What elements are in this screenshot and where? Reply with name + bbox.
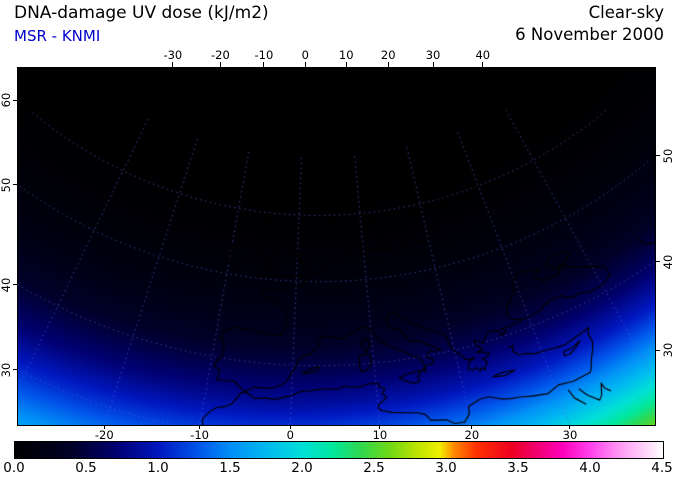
colorbar-frame <box>14 441 664 459</box>
axis-tick-label-top: 30 <box>425 48 441 62</box>
colorbar-tick-label: 0.0 <box>3 460 25 476</box>
header-right: Clear-sky 6 November 2000 <box>515 2 664 46</box>
axis-tick-label-top: 0 <box>301 48 309 62</box>
colorbar-tick-label: 1.5 <box>219 460 241 476</box>
axis-tick-bottom <box>471 425 473 429</box>
axis-tick-label-top: -20 <box>211 48 230 62</box>
axis-tick-bottom <box>199 425 201 429</box>
colorbar-tick-label: 2.0 <box>291 460 313 476</box>
axis-tick-label-right: 50 <box>661 148 675 164</box>
axis-tick-label-right: 30 <box>661 342 675 358</box>
axis-tick-top <box>304 62 306 67</box>
axis-tick-label-left: 30 <box>0 362 13 378</box>
axis-tick-right <box>656 349 660 351</box>
axis-tick-label-left: 50 <box>0 177 13 193</box>
header-left: DNA-damage UV dose (kJ/m2) MSR - KNMI <box>14 2 269 46</box>
axis-tick-bottom <box>569 425 571 429</box>
axis-tick-top <box>482 62 484 67</box>
axis-tick-label-top: -30 <box>163 48 183 62</box>
source-label: MSR - KNMI <box>14 27 101 45</box>
axis-tick-right <box>656 261 660 263</box>
colorbar-tick-label: 1.0 <box>147 460 169 476</box>
axis-tick-bottom <box>379 425 381 429</box>
colorbar-tick-label: 2.5 <box>363 460 385 476</box>
axis-tick-left <box>13 99 17 101</box>
colorbar-tick-label: 4.0 <box>579 460 601 476</box>
map-frame: -30 -20 -10 0 10 20 30 40 -20 -10 0 10 20 30 60 50 40 30 5… <box>0 48 675 442</box>
colorbar-tick-label: 4.5 <box>651 460 673 476</box>
axis-tick-bottom <box>103 425 105 429</box>
axis-tick-label-bottom: -20 <box>94 428 114 442</box>
axis-tick-bottom <box>289 425 291 429</box>
page-title: DNA-damage UV dose (kJ/m2) <box>14 3 269 23</box>
axis-tick-right <box>656 155 660 157</box>
axis-tick-label-top: 10 <box>338 48 354 62</box>
colorbar-tick-label: 3.5 <box>507 460 529 476</box>
axis-tick-label-top: -10 <box>254 48 274 62</box>
axis-tick-label-left: 40 <box>0 277 13 293</box>
axis-tick-label-bottom: 0 <box>286 428 294 442</box>
colorbar-labels: 0.0 0.5 1.0 1.5 2.0 2.5 3.0 3.5 4.0 4.5 <box>3 460 672 476</box>
condition-label: Clear-sky <box>588 3 664 22</box>
axis-tick-left <box>13 369 17 371</box>
colorbar-tick-label: 3.0 <box>435 460 457 476</box>
map-canvas <box>18 68 655 425</box>
axis-tick-top <box>345 62 347 67</box>
axis-tick-left <box>13 284 17 286</box>
axis-tick-top <box>387 62 389 67</box>
axis-tick-label-bottom: 20 <box>464 428 480 442</box>
axis-tick-label-right: 40 <box>661 254 675 269</box>
colorbar-tick-label: 0.5 <box>75 460 97 476</box>
axis-tick-label-bottom: 10 <box>372 428 388 442</box>
axis-tick-label-left: 60 <box>0 92 13 108</box>
axis-tick-left <box>13 184 17 186</box>
axis-tick-label-top: 20 <box>380 48 396 62</box>
axis-tick-top <box>172 62 174 67</box>
axis-tick-top <box>263 62 265 67</box>
axis-tick-label-top: 40 <box>475 48 491 62</box>
axis-tick-top <box>219 62 221 67</box>
axis-tick-top <box>432 62 434 67</box>
axis-tick-label-bottom: 30 <box>562 428 578 442</box>
axis-tick-label-bottom: -10 <box>190 428 209 442</box>
date-label: 6 November 2000 <box>515 25 664 44</box>
colorbar-canvas <box>15 442 663 458</box>
